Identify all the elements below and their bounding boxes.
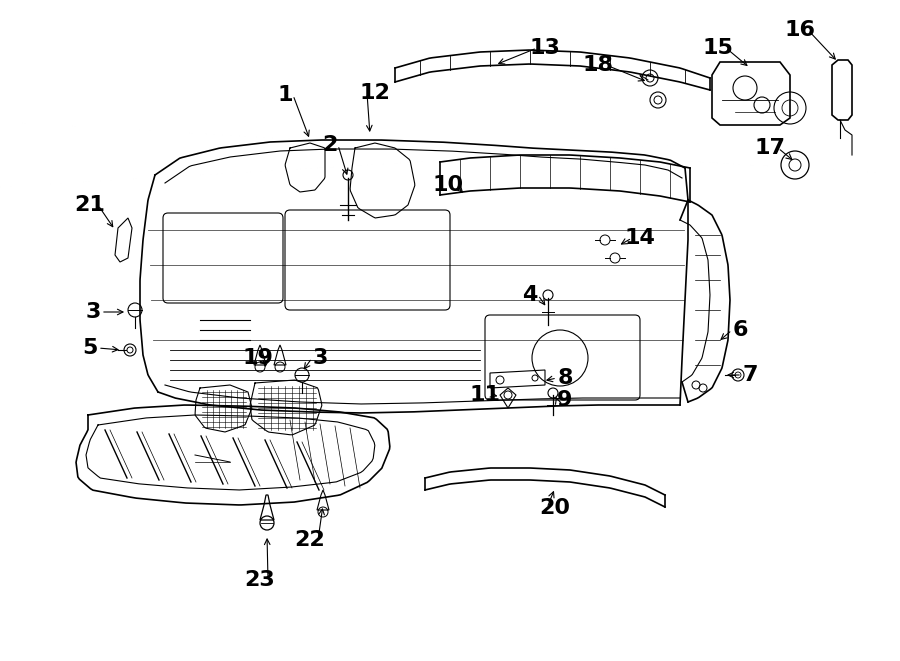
Text: 20: 20 [539,498,571,518]
Text: 2: 2 [322,135,338,155]
Text: 21: 21 [75,195,105,215]
Text: 23: 23 [245,570,275,590]
Text: 8: 8 [557,368,572,388]
Text: 11: 11 [470,385,500,405]
Text: 12: 12 [360,83,391,103]
Text: 17: 17 [754,138,786,158]
Text: 1: 1 [277,85,292,105]
Text: 4: 4 [522,285,537,305]
Text: 22: 22 [294,530,326,550]
Text: 16: 16 [785,20,815,40]
Text: 7: 7 [742,365,758,385]
Text: 18: 18 [582,55,614,75]
Text: 14: 14 [625,228,655,248]
Text: 6: 6 [733,320,748,340]
Text: 19: 19 [243,348,274,368]
Text: 13: 13 [529,38,561,58]
Text: 3: 3 [86,302,101,322]
Text: 15: 15 [703,38,733,58]
Text: 10: 10 [432,175,464,195]
Text: 9: 9 [557,390,572,410]
Text: 5: 5 [82,338,98,358]
Text: 3: 3 [312,348,328,368]
